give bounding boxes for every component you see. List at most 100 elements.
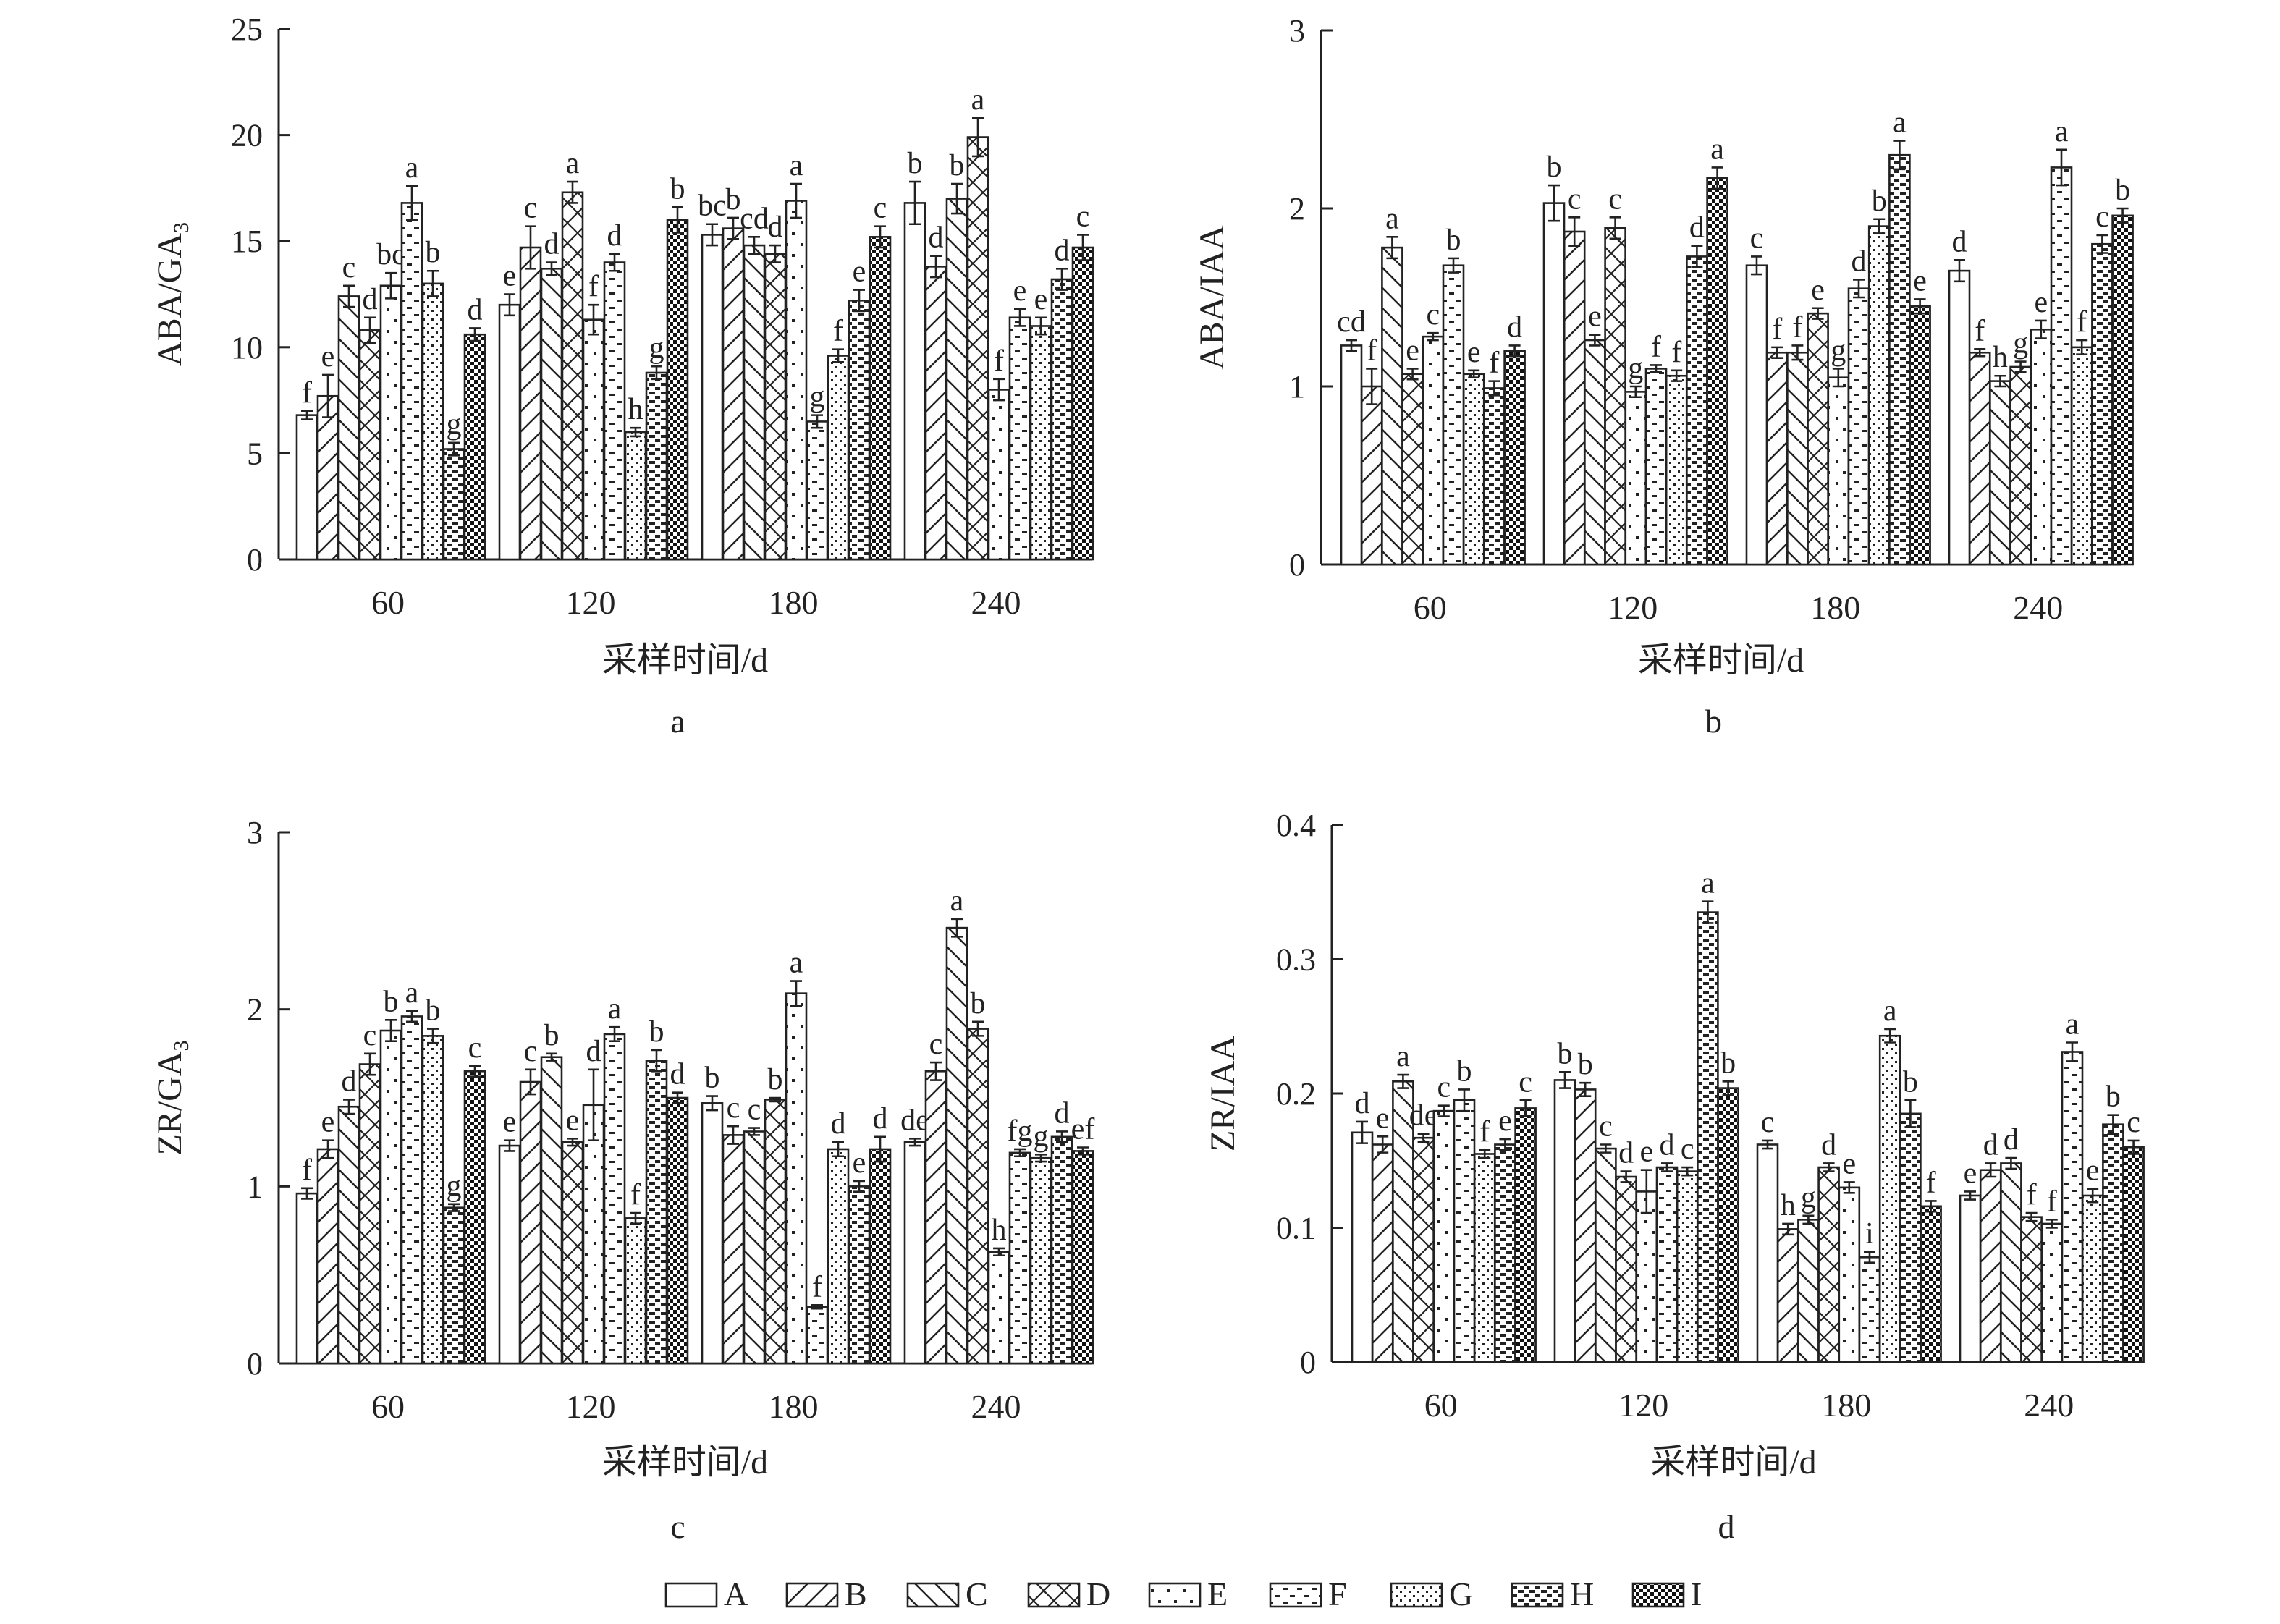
error-bar — [1832, 368, 1844, 388]
y-axis-label: ABA/GA3 — [151, 222, 193, 366]
significance-letter: e — [1467, 336, 1481, 369]
significance-letter: c — [2095, 200, 2109, 234]
legend-item-I: I — [1631, 1576, 1702, 1612]
bar-H-60 — [442, 448, 465, 561]
error-bar — [1035, 316, 1047, 336]
significance-letter: b — [670, 172, 685, 206]
bar-I-120 — [666, 219, 689, 561]
significance-letter: d — [1660, 1128, 1675, 1162]
significance-letter: b — [1558, 1037, 1573, 1070]
error-bar — [909, 180, 921, 226]
legend-swatch — [785, 1582, 839, 1608]
bar-C-180 — [1786, 351, 1809, 566]
error-bar — [1589, 334, 1601, 347]
legend-item-D: D — [1027, 1576, 1110, 1612]
significance-letter: c — [748, 1094, 761, 1127]
y-tick-label: 0 — [247, 1346, 263, 1382]
error-bar — [2045, 1219, 2058, 1229]
significance-letter: e — [1498, 1104, 1512, 1138]
error-bar — [322, 1139, 334, 1159]
significance-letter: cd — [740, 202, 769, 235]
error-bar — [727, 216, 739, 240]
x-axis-label: 采样时间/d — [1638, 641, 1804, 680]
error-bar — [1417, 1133, 1430, 1143]
significance-letter: c — [1437, 1071, 1451, 1104]
significance-letter: a — [1385, 202, 1399, 235]
significance-letter: a — [950, 884, 964, 918]
error-bar — [2096, 234, 2108, 254]
error-bar — [1812, 307, 1824, 320]
bar-H-60 — [442, 1206, 465, 1365]
legend-swatch — [1027, 1582, 1081, 1608]
error-bar — [651, 1049, 662, 1073]
legend-swatch — [906, 1582, 960, 1608]
error-bar — [1356, 1120, 1368, 1144]
significance-letter: g — [447, 1170, 462, 1203]
significance-letter: f — [1367, 334, 1377, 367]
bar-A-240 — [903, 1141, 926, 1365]
error-bar — [2107, 1114, 2119, 1135]
legend-label: H — [1570, 1576, 1594, 1612]
bar-C-120 — [540, 268, 563, 561]
significance-letter: fg — [1008, 1115, 1033, 1148]
error-bar — [993, 378, 1005, 402]
y-axis-label-main: ABA/IAA — [1193, 225, 1231, 370]
legend-swatch — [1390, 1582, 1443, 1608]
bar-B-180 — [1776, 1228, 1799, 1363]
significance-letter: b — [649, 1015, 664, 1049]
bar-F-60 — [1442, 264, 1465, 566]
significance-letter: g — [447, 408, 462, 441]
y-tick-label: 25 — [231, 12, 263, 47]
x-tick-label: 240 — [2024, 1387, 2074, 1424]
y-axis-label: ABA/IAA — [1193, 225, 1231, 370]
legend-label: C — [966, 1576, 988, 1612]
error-bar — [448, 441, 460, 457]
error-bar — [1346, 339, 1357, 352]
significance-letter: b — [971, 987, 986, 1020]
significance-letter: d — [768, 211, 783, 244]
panel-label: b — [1705, 703, 1722, 740]
error-bar — [672, 206, 683, 234]
significance-letter: g — [1628, 352, 1643, 385]
significance-letter: d — [670, 1058, 685, 1091]
error-bar — [993, 1247, 1005, 1257]
y-tick-label: 20 — [231, 118, 263, 153]
error-bar — [832, 1141, 844, 1158]
error-bar — [790, 182, 802, 219]
x-axis-label: 采样时间/d — [602, 641, 768, 680]
bar-E-60 — [1432, 1109, 1456, 1363]
error-bar — [1864, 1251, 1875, 1264]
significance-letter: f — [2027, 1178, 2037, 1211]
significance-letter: d — [1952, 225, 1967, 258]
bar-F-180 — [1858, 1256, 1881, 1363]
error-bar — [853, 289, 865, 313]
error-bar — [930, 1061, 942, 1081]
legend-swatch — [664, 1582, 718, 1608]
error-bar — [951, 918, 963, 938]
error-bar — [748, 236, 760, 255]
error-bar — [1691, 245, 1703, 268]
error-bar — [1964, 1190, 1976, 1201]
error-bar — [1437, 1104, 1450, 1117]
legend-item-C: C — [906, 1576, 988, 1612]
error-bar — [448, 1203, 460, 1212]
bar-B-180 — [1765, 351, 1789, 566]
error-bar — [1954, 259, 1965, 283]
bar-A-240 — [903, 202, 926, 561]
y-axis-label: ZR/GA3 — [151, 1041, 193, 1156]
significance-letter: h — [628, 393, 643, 426]
bar-E-240 — [2030, 328, 2053, 566]
significance-letter: d — [1618, 1137, 1634, 1170]
y-axis-label-main: ZR/IAA — [1204, 1036, 1242, 1151]
bar-I-240 — [1071, 246, 1094, 561]
x-tick-label: 180 — [769, 584, 819, 621]
y-tick-label: 0 — [247, 542, 263, 578]
error-bar — [1681, 1166, 1694, 1177]
x-tick-label: 240 — [2013, 589, 2063, 626]
error-bar — [1559, 1071, 1571, 1089]
error-bar — [1458, 1088, 1470, 1112]
legend-swatch — [1511, 1582, 1564, 1608]
bar-B-240 — [1968, 351, 1991, 566]
significance-letter: e — [1964, 1156, 1977, 1190]
significance-letter: d — [468, 293, 483, 326]
